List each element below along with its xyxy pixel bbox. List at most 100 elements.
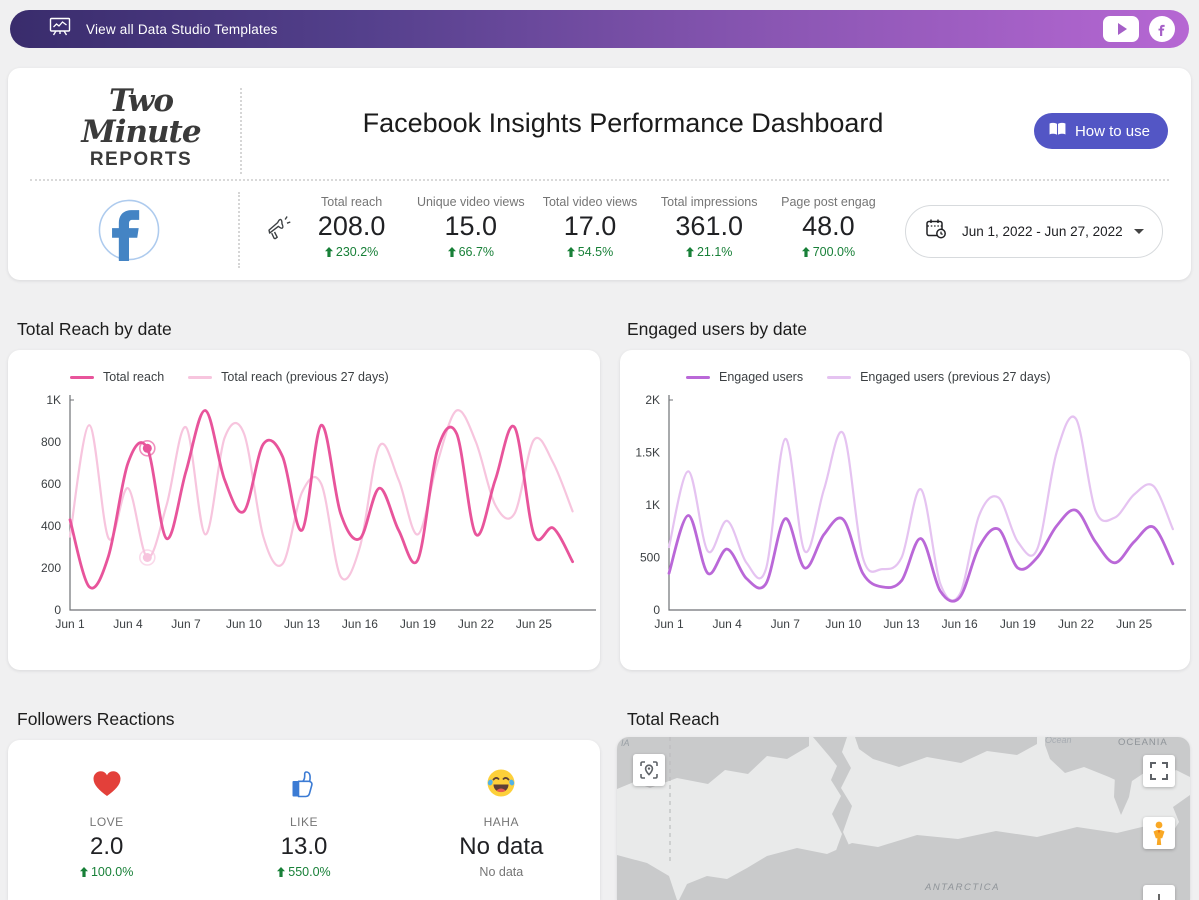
logo-sub-text: REPORTS xyxy=(89,149,193,170)
megaphone-icon xyxy=(264,214,294,244)
map-label-oceania: OCEANIA xyxy=(1118,737,1168,748)
up-arrow-icon xyxy=(685,247,694,257)
reaction-love: LOVE 2.0 100.0% xyxy=(8,768,205,879)
reaction-like: LIKE 13.0 550.0% xyxy=(205,768,402,879)
legend-swatch xyxy=(188,375,213,379)
map-pegman-button[interactable] xyxy=(1143,817,1175,849)
svg-text:0: 0 xyxy=(54,603,61,617)
kpi-total-impressions: Total impressions 361.0 21.1% xyxy=(660,195,758,259)
reaction-haha: HAHA No data No data xyxy=(403,768,600,879)
up-arrow-icon xyxy=(277,867,286,877)
legend-swatch xyxy=(686,375,710,379)
legend-item[interactable]: Total reach (previous 27 days) xyxy=(188,370,389,384)
youtube-icon[interactable] xyxy=(1103,16,1139,42)
legend-swatch xyxy=(827,375,852,379)
svg-text:1K: 1K xyxy=(645,498,660,512)
legend-label: Total reach (previous 27 days) xyxy=(221,370,389,384)
legend-item[interactable]: Engaged users (previous 27 days) xyxy=(827,370,1050,384)
engaged-users-chart-card: Engaged users Engaged users (previous 27 … xyxy=(620,350,1190,670)
kpi-total-reach: Total reach 208.0 230.2% xyxy=(317,195,386,259)
up-arrow-icon xyxy=(566,247,575,257)
svg-text:1K: 1K xyxy=(46,393,61,407)
kpi-unique-video-views: Unique video views 15.0 66.7% xyxy=(416,195,525,259)
kpi-vertical-divider xyxy=(238,192,240,268)
up-arrow-icon xyxy=(324,247,333,257)
haha-emoji-icon xyxy=(486,769,516,802)
world-map-canvas: IA Ocean OCEANIA ANTARCTICA xyxy=(617,737,1190,900)
svg-text:Jun 1: Jun 1 xyxy=(55,617,85,631)
kpi-total-video-views: Total video views 17.0 54.5% xyxy=(542,195,638,259)
svg-text:Jun 10: Jun 10 xyxy=(226,617,262,631)
chart-legend: Engaged users Engaged users (previous 27 … xyxy=(686,370,1050,384)
svg-text:600: 600 xyxy=(41,477,61,491)
line-chart-canvas: 0 200 400 600 800 1K Jun 1 Jun 4 Jun 7 Jun 10 Jun … xyxy=(41,393,596,631)
chart1-section-title: Total Reach by date xyxy=(17,319,172,339)
map-zoom-in-button[interactable] xyxy=(1143,885,1175,900)
svg-text:0: 0 xyxy=(653,603,660,617)
svg-text:Jun 25: Jun 25 xyxy=(1116,617,1152,631)
kpi-page-post-engagement: Page post engag 48.0 700.0% xyxy=(781,195,876,259)
banner-label: View all Data Studio Templates xyxy=(86,21,278,37)
open-book-icon xyxy=(1048,121,1067,141)
reactions-section-title: Followers Reactions xyxy=(17,709,175,729)
total-reach-map[interactable]: IA Ocean OCEANIA ANTARCTICA xyxy=(617,737,1190,900)
calendar-clock-icon xyxy=(924,217,948,246)
svg-text:Jun 4: Jun 4 xyxy=(712,617,742,631)
total-reach-chart-card: Total reach Total reach (previous 27 days… xyxy=(8,350,600,670)
chart2-section-title: Engaged users by date xyxy=(627,319,807,339)
chevron-down-icon xyxy=(1134,229,1144,234)
svg-text:Jun 22: Jun 22 xyxy=(458,617,494,631)
svg-text:Jun 1: Jun 1 xyxy=(654,617,684,631)
svg-text:200: 200 xyxy=(41,561,61,575)
facebook-social-icon[interactable] xyxy=(1149,16,1175,42)
line-chart-canvas: 0 500 1K 1.5K 2K Jun 1 Jun 4 Jun 7 Jun 10 Jun 13 J… xyxy=(635,393,1186,631)
up-arrow-icon xyxy=(801,247,810,257)
svg-text:800: 800 xyxy=(41,435,61,449)
svg-text:Jun 16: Jun 16 xyxy=(942,617,978,631)
map-label-partial: IA xyxy=(621,738,630,748)
svg-text:Jun 22: Jun 22 xyxy=(1058,617,1094,631)
love-heart-icon xyxy=(91,771,123,802)
svg-text:Jun 25: Jun 25 xyxy=(516,617,552,631)
page-title: Facebook Insights Performance Dashboard xyxy=(362,108,884,138)
svg-text:Jun 13: Jun 13 xyxy=(284,617,320,631)
facebook-page-logo xyxy=(98,199,160,262)
date-range-picker[interactable]: Jun 1, 2022 - Jun 27, 2022 xyxy=(905,205,1163,258)
map-fullscreen-button[interactable] xyxy=(1143,755,1175,787)
legend-swatch xyxy=(70,375,94,379)
chart-legend: Total reach Total reach (previous 27 days… xyxy=(70,370,389,384)
logo-script-text: Two Minute xyxy=(81,83,201,150)
date-range-value: Jun 1, 2022 - Jun 27, 2022 xyxy=(962,224,1123,239)
svg-text:Jun 19: Jun 19 xyxy=(1000,617,1036,631)
svg-text:Jun 7: Jun 7 xyxy=(771,617,801,631)
legend-label: Total reach xyxy=(103,370,165,384)
map-label-antarctica: ANTARCTICA xyxy=(924,882,1000,893)
map-section-title: Total Reach xyxy=(627,709,720,729)
legend-label: Engaged users xyxy=(719,370,804,384)
like-thumb-icon xyxy=(288,771,320,802)
how-to-use-label: How to use xyxy=(1074,122,1150,140)
header-horizontal-divider xyxy=(30,179,1169,181)
legend-item[interactable]: Total reach xyxy=(70,370,164,384)
svg-text:1.5K: 1.5K xyxy=(635,446,660,460)
up-arrow-icon xyxy=(79,867,88,877)
svg-text:2K: 2K xyxy=(645,393,660,407)
svg-text:400: 400 xyxy=(41,519,61,533)
svg-text:Jun 4: Jun 4 xyxy=(113,617,143,631)
map-recenter-button[interactable] xyxy=(633,754,665,786)
templates-banner[interactable]: View all Data Studio Templates xyxy=(10,10,1189,48)
svg-text:Jun 7: Jun 7 xyxy=(171,617,201,631)
up-arrow-icon xyxy=(447,247,456,257)
presentation-chart-icon xyxy=(48,15,72,44)
svg-text:Jun 16: Jun 16 xyxy=(342,617,378,631)
svg-text:500: 500 xyxy=(640,551,660,565)
two-minute-reports-logo: Two Minute REPORTS xyxy=(46,86,236,171)
legend-item[interactable]: Engaged users xyxy=(686,370,803,384)
kpi-row: Total reach 208.0 230.2% Unique video vi… xyxy=(292,195,888,259)
how-to-use-button[interactable]: How to use xyxy=(1033,113,1168,149)
svg-text:Jun 19: Jun 19 xyxy=(400,617,436,631)
svg-text:Jun 10: Jun 10 xyxy=(825,617,861,631)
svg-text:Jun 13: Jun 13 xyxy=(884,617,920,631)
header-vertical-divider xyxy=(240,88,242,174)
map-label-ocean: Ocean xyxy=(1045,737,1072,745)
